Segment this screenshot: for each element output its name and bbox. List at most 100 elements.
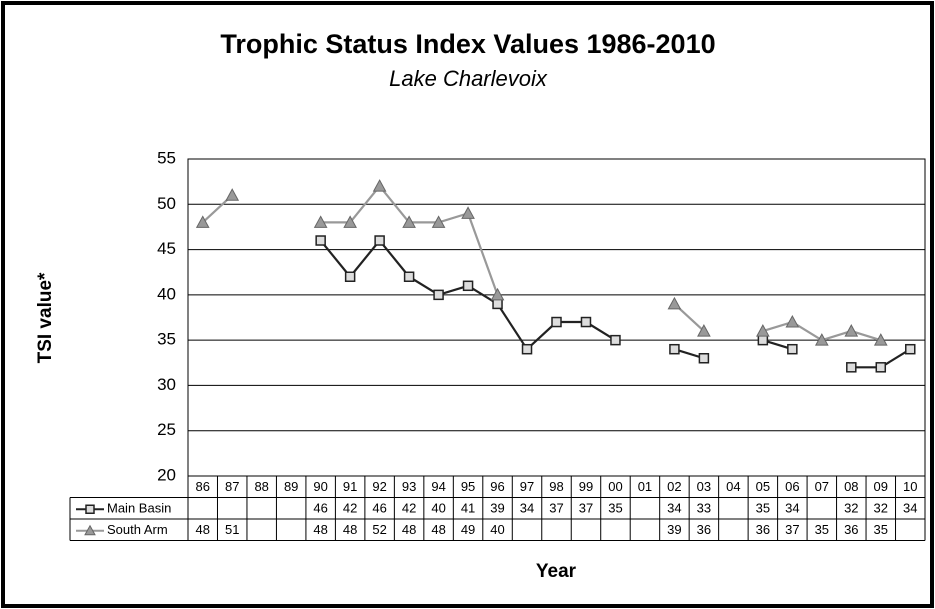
marker bbox=[785, 314, 800, 328]
table-value: 34 bbox=[785, 501, 799, 516]
x-tick-label: 00 bbox=[608, 479, 622, 494]
marker bbox=[757, 334, 769, 346]
marker bbox=[873, 333, 888, 346]
marker bbox=[372, 179, 387, 192]
x-tick-label: 86 bbox=[196, 479, 210, 494]
x-tick-label: 98 bbox=[549, 479, 563, 494]
table-value: 48 bbox=[196, 522, 210, 537]
y-tick-label: 40 bbox=[157, 284, 176, 303]
x-tick-label: 92 bbox=[372, 479, 386, 494]
marker bbox=[551, 316, 562, 328]
x-tick-label: 97 bbox=[520, 479, 534, 494]
table-value: 49 bbox=[461, 522, 475, 537]
legend-label: Main Basin bbox=[107, 501, 171, 516]
marker bbox=[492, 298, 503, 310]
marker bbox=[343, 215, 357, 228]
x-tick-label: 06 bbox=[785, 479, 799, 494]
table-value: 33 bbox=[697, 501, 711, 516]
table-value: 46 bbox=[372, 501, 386, 516]
x-tick-label: 96 bbox=[490, 479, 504, 494]
marker bbox=[787, 343, 798, 355]
marker bbox=[698, 353, 710, 364]
x-tick-label: 10 bbox=[903, 479, 917, 494]
marker bbox=[315, 235, 326, 246]
marker bbox=[521, 343, 533, 355]
table-value: 37 bbox=[785, 522, 799, 537]
table-value: 40 bbox=[490, 522, 504, 537]
table-value: 52 bbox=[372, 522, 386, 537]
marker bbox=[225, 188, 240, 201]
x-tick-label: 02 bbox=[667, 479, 681, 494]
table-value: 32 bbox=[844, 501, 858, 516]
y-tick-label: 30 bbox=[157, 375, 176, 394]
x-tick-label: 87 bbox=[225, 479, 239, 494]
table-value: 35 bbox=[815, 522, 829, 537]
table-value: 35 bbox=[608, 501, 622, 516]
x-tick-label: 09 bbox=[874, 479, 888, 494]
table-value: 40 bbox=[431, 501, 445, 516]
table-value: 48 bbox=[402, 522, 416, 537]
marker bbox=[844, 324, 859, 337]
x-tick-label: 07 bbox=[815, 479, 829, 494]
x-tick-label: 95 bbox=[461, 479, 475, 494]
table-value: 48 bbox=[431, 522, 445, 537]
table-value: 42 bbox=[402, 501, 416, 516]
table-value: 39 bbox=[667, 522, 681, 537]
x-tick-label: 03 bbox=[697, 479, 711, 494]
table-value: 36 bbox=[756, 522, 770, 537]
chart-title: Trophic Status Index Values 1986-2010 bbox=[220, 29, 715, 59]
legend-label: South Arm bbox=[107, 522, 168, 537]
legend-marker bbox=[84, 524, 96, 536]
table-value: 51 bbox=[225, 522, 239, 537]
marker bbox=[490, 287, 505, 301]
x-tick-label: 90 bbox=[313, 479, 327, 494]
x-tick-label: 08 bbox=[844, 479, 858, 494]
marker bbox=[697, 324, 711, 337]
marker bbox=[905, 343, 916, 355]
y-tick-label: 25 bbox=[157, 420, 176, 439]
x-tick-label: 04 bbox=[726, 479, 740, 494]
table-value: 39 bbox=[490, 501, 504, 516]
table-value: 46 bbox=[313, 501, 327, 516]
table-value: 35 bbox=[756, 501, 770, 516]
x-tick-label: 01 bbox=[638, 479, 652, 494]
marker bbox=[374, 235, 385, 246]
marker bbox=[431, 215, 446, 228]
x-tick-label: 05 bbox=[756, 479, 770, 494]
table-value: 48 bbox=[313, 522, 327, 537]
y-tick-label: 55 bbox=[157, 148, 176, 167]
y-axis-label: TSI value* bbox=[35, 272, 56, 363]
marker bbox=[669, 343, 680, 355]
marker bbox=[875, 362, 887, 373]
x-axis-label: Year bbox=[536, 561, 577, 582]
legend-marker bbox=[85, 504, 95, 514]
table-value: 34 bbox=[903, 501, 917, 516]
table-value: 42 bbox=[343, 501, 357, 516]
marker bbox=[195, 215, 210, 228]
table-value: 34 bbox=[520, 501, 534, 516]
x-tick-label: 94 bbox=[431, 479, 445, 494]
marker bbox=[756, 324, 770, 337]
table-value: 41 bbox=[461, 501, 475, 516]
marker bbox=[313, 215, 328, 228]
marker bbox=[580, 316, 592, 328]
marker bbox=[610, 334, 621, 346]
table-value: 36 bbox=[844, 522, 858, 537]
marker bbox=[846, 362, 857, 373]
x-tick-label: 91 bbox=[343, 479, 357, 494]
y-tick-label: 20 bbox=[157, 465, 176, 484]
table-value: 48 bbox=[343, 522, 357, 537]
marker bbox=[461, 206, 475, 219]
marker bbox=[433, 289, 444, 301]
chart-subtitle: Lake Charlevoix bbox=[389, 66, 548, 91]
marker bbox=[403, 271, 415, 282]
marker bbox=[344, 271, 356, 282]
y-tick-label: 35 bbox=[157, 330, 176, 349]
y-tick-label: 50 bbox=[157, 194, 176, 213]
plot-border bbox=[187, 158, 926, 477]
table-value: 32 bbox=[874, 501, 888, 516]
x-tick-label: 89 bbox=[284, 479, 298, 494]
x-tick-label: 88 bbox=[254, 479, 268, 494]
marker bbox=[814, 333, 829, 346]
marker bbox=[462, 280, 474, 292]
